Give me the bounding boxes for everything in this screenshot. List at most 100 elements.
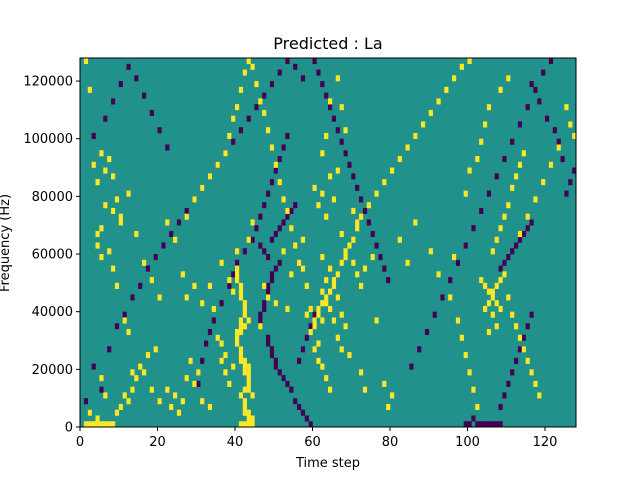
heatmap-cell-high (235, 248, 240, 255)
heatmap-cell-low (269, 179, 275, 186)
heatmap-cell-low (142, 92, 147, 99)
heatmap-cell-low (548, 58, 554, 65)
heatmap-cell-low (238, 127, 244, 134)
heatmap-cell-high (235, 328, 240, 336)
heatmap-cell-low (204, 340, 209, 347)
heatmap-cell-low (351, 173, 356, 180)
heatmap-cell-high (475, 403, 480, 411)
heatmap-cell-high (273, 300, 278, 307)
heatmap-cell-high (324, 294, 329, 301)
heatmap-cell-high (235, 340, 240, 347)
heatmap-cell-low (502, 392, 507, 399)
heatmap-cell-high (537, 392, 542, 399)
heatmap-cell-high (180, 398, 185, 405)
heatmap-cell-low (297, 403, 302, 411)
heatmap-cell-high (506, 294, 511, 301)
heatmap-cell-low (266, 334, 271, 341)
heatmap-cell-high (421, 121, 426, 128)
heatmap-cell-high (277, 179, 282, 186)
heatmap-cell-high (149, 277, 154, 284)
heatmap-cell-high (107, 248, 112, 255)
heatmap-cell-high (324, 277, 329, 284)
heatmap-cell-low (266, 288, 271, 295)
heatmap-cell-high (87, 409, 92, 416)
heatmap-cell-high (328, 98, 333, 105)
heatmap-cell-high (510, 311, 515, 318)
heatmap-cell-low (514, 357, 519, 364)
heatmap-cell-low (343, 150, 348, 157)
heatmap-cell-high (238, 328, 244, 336)
heatmap-cell-high (238, 294, 244, 301)
heatmap-cell-high (246, 415, 251, 422)
heatmap-cell-low (153, 254, 158, 261)
heatmap-cell-low (273, 357, 278, 364)
heatmap-cell-high (324, 375, 329, 382)
heatmap-cell-low (432, 311, 437, 318)
heatmap-cell-low (514, 242, 519, 249)
heatmap-cell-low (537, 98, 542, 105)
heatmap-cell-high (238, 352, 244, 359)
heatmap-cell-high (289, 225, 294, 232)
heatmap-cell-low (262, 92, 267, 99)
heatmap-cell-high (347, 352, 352, 359)
heatmap-cell-high (180, 271, 185, 278)
heatmap-cell-high (281, 248, 286, 255)
heatmap-cell-high (479, 138, 484, 145)
heatmap-cell-low (568, 179, 573, 186)
heatmap-cell-low (277, 369, 282, 376)
heatmap-cell-high (118, 213, 123, 220)
heatmap-cell-low (490, 421, 495, 428)
heatmap-cell-low (517, 236, 523, 243)
heatmap-cell-low (196, 380, 201, 387)
heatmap-cell-high (134, 375, 139, 382)
heatmap-cell-high (95, 415, 100, 422)
heatmap-cell-high (192, 196, 197, 203)
heatmap-cell-high (324, 300, 329, 307)
heatmap-cell-high (335, 167, 340, 174)
heatmap-cell-low (347, 161, 352, 168)
heatmap-cell-low (479, 421, 484, 428)
heatmap-cell-high (328, 386, 333, 393)
heatmap-cell-high (529, 369, 534, 376)
heatmap-cell-high (149, 386, 154, 393)
heatmap-cell-high (103, 202, 108, 209)
heatmap-cell-high (486, 104, 492, 111)
heatmap-cell-high (467, 167, 472, 174)
heatmap-cell-high (242, 421, 247, 428)
heatmap-cell-high (436, 271, 441, 278)
heatmap-cell-low (304, 415, 309, 422)
heatmap-cell-low (331, 115, 337, 122)
plot-area (79, 57, 577, 428)
heatmap-cell-low (556, 138, 561, 145)
heatmap-cell-high (219, 340, 224, 347)
heatmap-cell-high (548, 161, 554, 168)
heatmap-cell-low (258, 213, 263, 220)
heatmap-cell-high (200, 398, 205, 405)
heatmap-cell-high (359, 369, 364, 376)
heatmap-cell-high (312, 346, 317, 353)
heatmap-cell-low (328, 104, 333, 111)
heatmap-cell-low (266, 254, 271, 261)
heatmap-cell-high (343, 127, 348, 134)
heatmap-cell-high (514, 323, 519, 330)
heatmap-cell-high (114, 196, 120, 203)
heatmap-cell-high (366, 202, 371, 209)
heatmap-cell-high (312, 317, 317, 324)
heatmap-cell-low (316, 69, 321, 76)
heatmap-cell-high (316, 311, 321, 318)
heatmap-cell-high (262, 282, 267, 289)
heatmap-cell-high (494, 282, 499, 289)
heatmap-cell-high (328, 288, 333, 295)
heatmap-cell-high (107, 156, 112, 163)
heatmap-cell-high (490, 288, 495, 295)
heatmap-cell-high (467, 58, 472, 65)
heatmap-cell-high (111, 265, 116, 272)
heatmap-cell-high (242, 357, 247, 364)
heatmap-cell-high (304, 311, 309, 318)
heatmap-cell-low (300, 75, 306, 82)
heatmap-cell-high (467, 369, 472, 376)
heatmap-cell-high (250, 415, 255, 422)
heatmap-cell-high (99, 421, 104, 428)
heatmap-cell-high (165, 219, 170, 226)
heatmap-cell-high (142, 259, 147, 266)
